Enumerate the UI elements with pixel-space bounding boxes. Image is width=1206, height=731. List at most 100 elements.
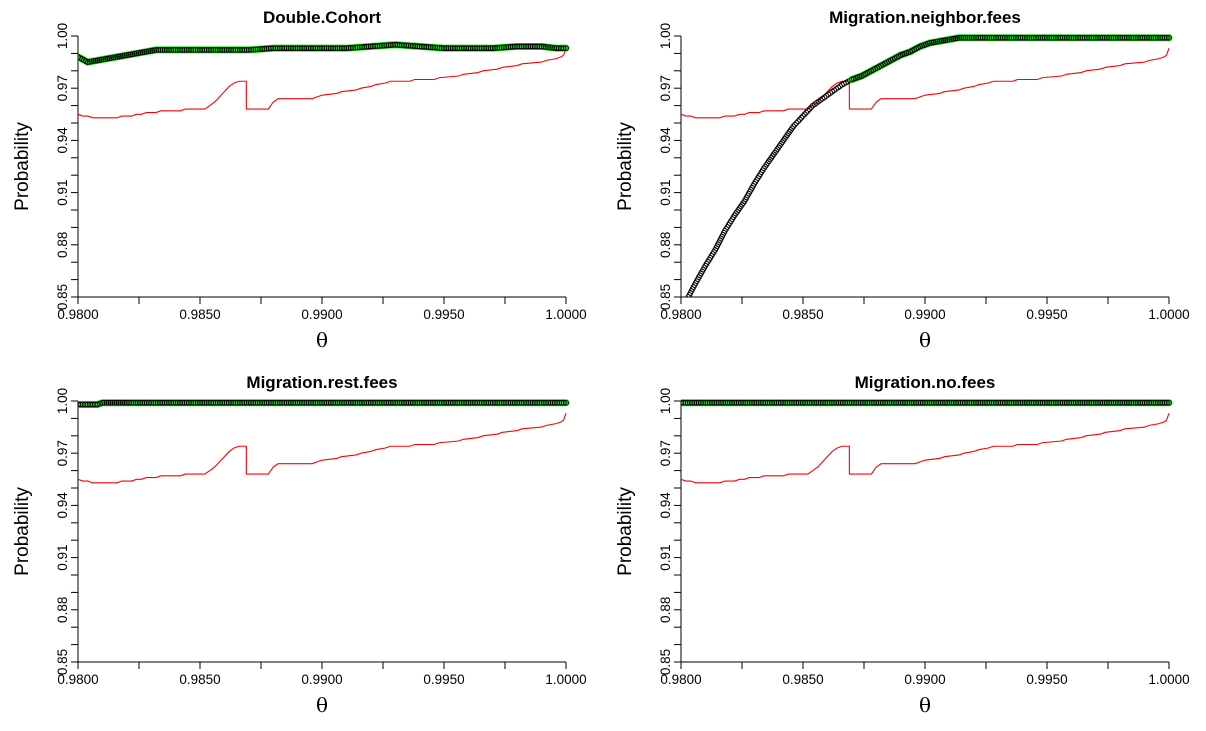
- y-tick-label: 0.91: [658, 179, 673, 205]
- data-point: [1166, 399, 1172, 406]
- x-tick-label: 0.9900: [301, 672, 342, 687]
- x-tick-label: 0.9950: [1026, 307, 1067, 322]
- data-point: [808, 104, 814, 111]
- panel-title: Migration.no.fees: [855, 373, 996, 392]
- red-reference-line: [78, 412, 567, 484]
- y-tick-label: 0.97: [55, 75, 70, 101]
- red-reference-line: [681, 47, 1170, 119]
- data-point: [563, 399, 569, 406]
- x-tick-label: 0.9900: [301, 307, 342, 322]
- x-tick-label: 0.9900: [904, 307, 945, 322]
- panel-title: Migration.rest.fees: [246, 373, 397, 392]
- data-point: [560, 45, 567, 52]
- panel-4: Migration.no.fees 0.9800 0.9850 0.9900 0.995…: [615, 373, 1190, 717]
- y-tick-label: 0.88: [55, 232, 70, 258]
- x-axis-label: θ: [919, 328, 931, 352]
- data-point: [795, 118, 801, 125]
- data-point: [806, 106, 813, 112]
- y-tick-label: 0.88: [658, 597, 673, 623]
- data-point: [790, 123, 797, 130]
- y-tick-label: 1.00: [55, 23, 70, 49]
- data-point: [1166, 34, 1172, 41]
- y-tick-label: 0.94: [658, 127, 673, 154]
- plot-area: [681, 399, 1173, 484]
- y-tick-label: 0.88: [55, 597, 70, 623]
- data-point: [119, 399, 126, 406]
- data-point: [964, 34, 971, 41]
- panel-1: Double.Cohort 0.9800 0.9850 0.9900 0.9950 1.0…: [12, 8, 587, 352]
- red-reference-line: [681, 412, 1170, 484]
- y-tick-label: 1.00: [55, 388, 70, 414]
- plot-area: [78, 399, 570, 484]
- y-tick-label: 0.91: [658, 544, 673, 570]
- x-axis-label: θ: [316, 328, 328, 352]
- plot-area: [681, 34, 1173, 297]
- panel-title: Double.Cohort: [263, 8, 381, 27]
- x-tick-label: 0.9950: [423, 672, 464, 687]
- data-point: [113, 399, 120, 406]
- data-point: [798, 114, 805, 121]
- x-tick-label: 0.9800: [660, 672, 701, 687]
- y-tick-label: 0.91: [55, 544, 70, 570]
- data-point: [538, 43, 545, 50]
- data-point: [956, 34, 963, 41]
- x-tick-label: 0.9900: [904, 672, 945, 687]
- data-point: [1163, 399, 1170, 406]
- data-point: [1163, 34, 1170, 41]
- y-tick-label: 0.94: [55, 492, 70, 519]
- panel-2: Migration.neighbor.fees 0.9800 0.9850 0.990…: [615, 8, 1190, 352]
- data-point: [101, 399, 108, 406]
- data-point: [563, 45, 569, 52]
- x-tick-label: 0.9800: [57, 307, 98, 322]
- data-point: [545, 44, 551, 51]
- y-axis-label: Probability: [615, 487, 636, 576]
- y-tick-label: 0.85: [658, 284, 673, 310]
- data-point: [164, 47, 170, 53]
- x-tick-label: 1.0000: [1148, 307, 1189, 322]
- data-point: [536, 43, 543, 50]
- y-tick-label: 0.85: [658, 649, 673, 675]
- data-point: [796, 116, 803, 123]
- data-point: [966, 34, 973, 41]
- x-tick-label: 0.9800: [57, 672, 98, 687]
- x-tick-label: 0.9950: [1026, 672, 1067, 687]
- y-axis-label: Probability: [12, 122, 33, 211]
- data-point: [801, 111, 808, 118]
- x-tick-label: 0.9850: [179, 307, 220, 322]
- x-tick-label: 0.9850: [782, 672, 823, 687]
- data-point: [800, 113, 806, 119]
- y-tick-label: 0.97: [55, 440, 70, 466]
- data-point: [547, 44, 553, 51]
- data-point: [161, 47, 168, 53]
- x-tick-label: 1.0000: [1148, 672, 1189, 687]
- data-point: [159, 47, 166, 53]
- y-tick-label: 0.85: [55, 284, 70, 310]
- data-point: [560, 399, 567, 406]
- data-point: [542, 44, 549, 50]
- data-point: [107, 399, 114, 406]
- x-tick-label: 0.9800: [660, 307, 701, 322]
- y-tick-label: 0.94: [55, 127, 70, 154]
- data-point: [805, 107, 811, 114]
- data-point: [121, 399, 128, 406]
- data-point: [958, 34, 965, 41]
- data-point: [105, 399, 112, 406]
- y-tick-label: 0.91: [55, 179, 70, 205]
- x-tick-label: 0.9850: [782, 307, 823, 322]
- y-axis-label: Probability: [12, 487, 33, 576]
- data-point: [168, 47, 175, 53]
- green-highlight-band: [78, 41, 570, 66]
- data-point: [153, 47, 159, 53]
- data-point: [155, 47, 162, 53]
- data-point: [103, 399, 110, 406]
- plot-area: [78, 41, 570, 119]
- data-point: [960, 34, 967, 41]
- data-point: [792, 121, 798, 128]
- data-point: [793, 120, 800, 126]
- data-point: [803, 109, 810, 116]
- y-tick-label: 1.00: [658, 23, 673, 49]
- data-point: [109, 399, 116, 406]
- x-axis-label: θ: [316, 693, 328, 717]
- data-point: [94, 401, 101, 408]
